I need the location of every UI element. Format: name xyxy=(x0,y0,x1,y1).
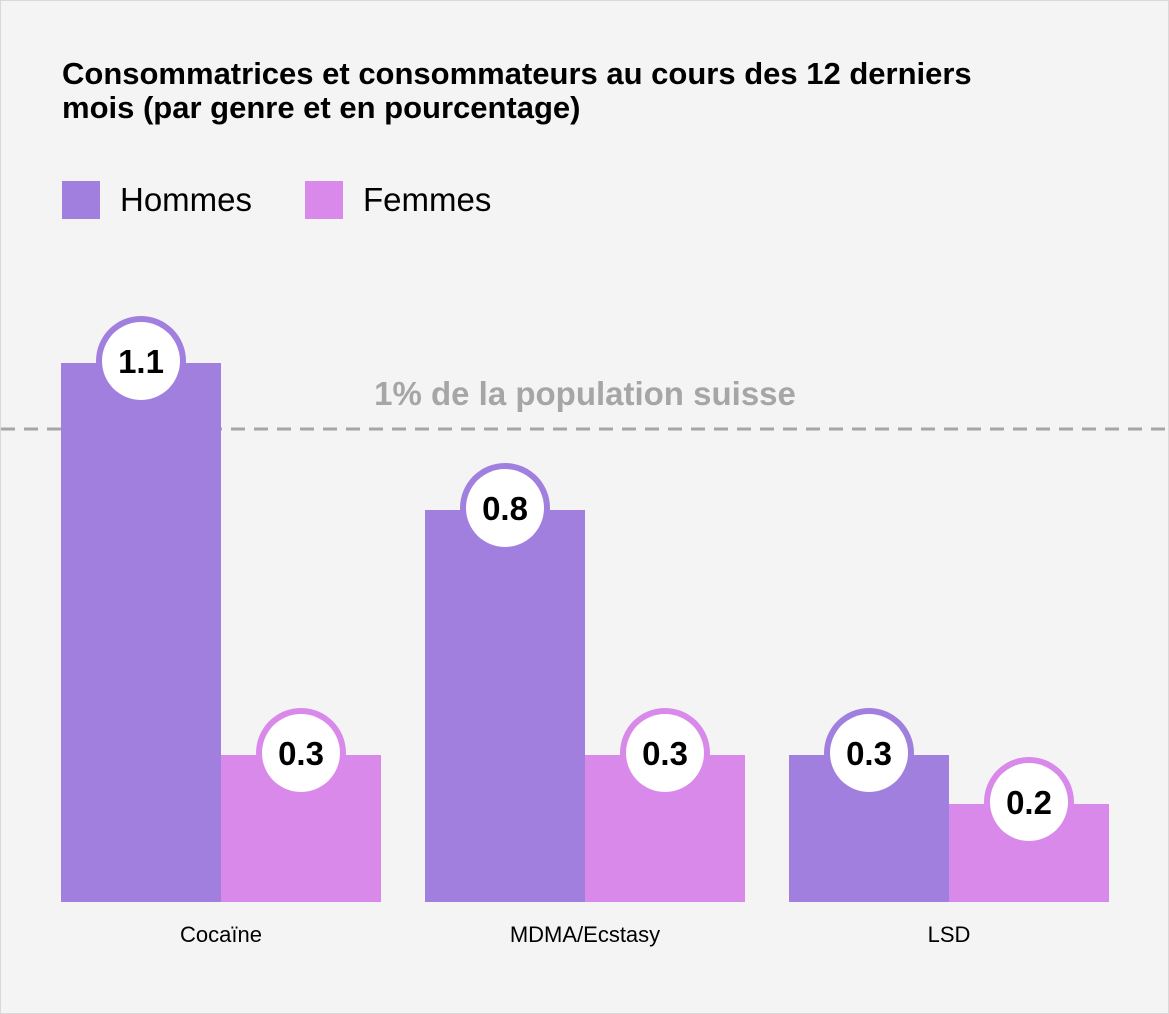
data-label-badge xyxy=(466,469,544,547)
category-label: Cocaïne xyxy=(180,922,262,947)
category-label: LSD xyxy=(928,922,971,947)
data-label: 0.8 xyxy=(482,490,528,527)
data-label: 0.3 xyxy=(278,735,324,772)
data-label: 0.3 xyxy=(642,735,688,772)
data-label-badge xyxy=(626,714,704,792)
data-label: 1.1 xyxy=(118,343,164,380)
bar-hommes-0 xyxy=(61,363,221,902)
legend-label-hommes: Hommes xyxy=(120,181,253,218)
data-label-badge xyxy=(990,763,1068,841)
legend-item-hommes: Hommes xyxy=(62,181,252,219)
chart-title: Consommatrices et consommateurs au cours… xyxy=(62,56,972,125)
data-label-badge xyxy=(102,322,180,400)
legend-item-femmes: Femmes xyxy=(305,181,491,219)
data-label: 0.3 xyxy=(846,735,892,772)
legend-label-femmes: Femmes xyxy=(363,181,492,218)
data-label-badge xyxy=(830,714,908,792)
data-label-badge xyxy=(262,714,340,792)
category-label: MDMA/Ecstasy xyxy=(510,922,660,947)
data-label: 0.2 xyxy=(1006,784,1052,821)
legend-swatch-femmes xyxy=(305,181,343,219)
bar-hommes-1 xyxy=(425,510,585,902)
reference-line-label: 1% de la population suisse xyxy=(374,375,796,412)
legend-swatch-hommes xyxy=(62,181,100,219)
